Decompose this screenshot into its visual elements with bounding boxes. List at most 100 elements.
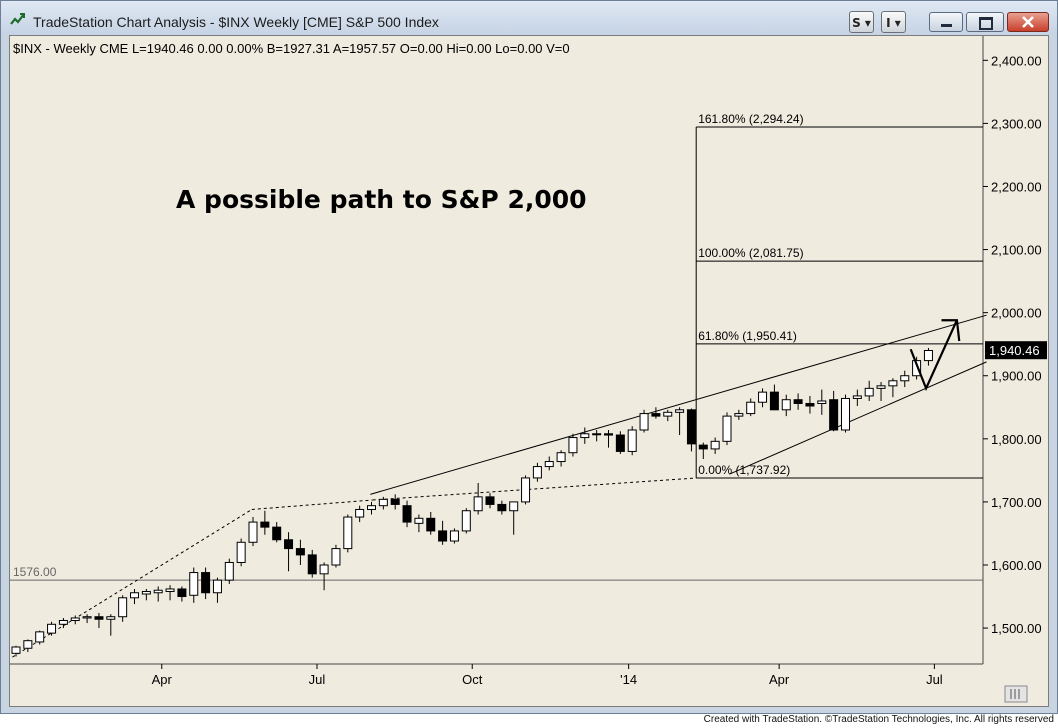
candle-body [367,505,376,510]
last-price-label: 1,940.46 [989,343,1040,358]
candle-body [212,579,222,594]
candle-body [260,521,270,528]
candle-body [236,541,246,563]
candle-body [592,433,602,436]
chart-area[interactable]: $INX - Weekly CME L=1940.46 0.00 0.00% B… [9,35,1049,707]
candle-body [485,496,495,505]
candle-body [58,620,68,625]
candle-body [165,588,175,592]
candle-body [438,530,448,542]
candle-body [615,434,625,452]
y-tick-label: 1,500.00 [991,621,1042,636]
symbol-status-text: $INX - Weekly CME L=1940.46 0.00 0.00% B… [13,41,570,56]
y-tick-label: 1,600.00 [991,558,1042,573]
candle-body [177,588,187,598]
candle-body [319,564,329,575]
dotted-trendline-rise [12,509,253,658]
candle-body [130,592,139,599]
candle-body [852,395,862,399]
candle-body [521,477,531,503]
candle-body [639,413,649,431]
candle-body [70,617,80,622]
time-axis-background [10,664,983,706]
y-tick-label: 2,400.00 [991,53,1042,68]
candle-body [923,350,933,362]
candle-body [532,466,542,479]
candle-body [331,548,341,566]
candle-body [402,505,412,523]
candle-body [426,517,436,532]
y-tick-label: 1,800.00 [991,432,1042,447]
candle-body [461,510,471,532]
candle-body [497,503,507,512]
fib-level-label: 100.00% (2,081.75) [698,246,803,260]
candle-body [604,433,613,436]
symbol-menu-label: S [852,16,861,30]
x-tick-label: Jul [926,672,943,687]
indicator-menu-button[interactable]: I ▾ [881,11,906,33]
candle-body [390,498,400,505]
support-line-label: 1576.00 [13,565,57,579]
minimize-icon [941,24,952,27]
minimize-button[interactable] [929,12,963,32]
fib-level-label: 161.80% (2,294.24) [698,112,803,126]
candle-body [568,437,578,454]
candle-body [224,561,234,581]
candle-body [544,461,554,468]
candle-body [698,444,708,450]
y-tick-label: 2,300.00 [991,116,1042,131]
close-button[interactable] [1007,12,1049,32]
x-tick-label: Apr [769,672,790,687]
candle-body [189,572,199,596]
candle-body [473,496,483,512]
close-icon [1022,16,1034,28]
candle-body [82,616,92,619]
x-tick-label: Oct [462,672,483,687]
y-tick-label: 2,100.00 [991,243,1042,258]
symbol-menu-button[interactable]: S ▾ [849,11,874,33]
candle-body [841,397,850,431]
candle-body [722,415,732,442]
candle-body [47,623,57,634]
lower-channel-line [729,361,987,475]
scroll-grip-box [1004,685,1028,703]
title-bar[interactable]: TradeStation Chart Analysis - $INX Weekl… [1,1,1057,35]
footer-credit: Created with TradeStation. ©TradeStation… [703,714,1054,725]
candle-body [710,440,720,450]
window-title: TradeStation Chart Analysis - $INX Weekl… [33,14,439,30]
maximize-icon [979,17,993,30]
tradestation-app-icon [10,13,25,25]
candle-body [248,521,258,543]
candlestick-chart[interactable]: $INX - Weekly CME L=1940.46 0.00 0.00% B… [10,36,1048,706]
indicator-menu-label: I [886,16,891,30]
candle-body [805,402,815,407]
candle-body [378,498,388,507]
candle-body [769,391,779,411]
candle-body [11,646,21,654]
projected-path-line [909,319,958,392]
candle-body [651,413,661,417]
dotted-trendline-flat [251,499,373,510]
upper-channel-line [370,314,987,495]
x-tick-label: Apr [152,672,173,687]
candle-body [817,400,827,404]
y-tick-label: 2,000.00 [991,306,1042,321]
fib-level-label: 0.00% (1,737.92) [698,463,790,477]
candle-body [758,391,768,403]
last-price-marker [985,341,1047,360]
candle-body [201,572,211,594]
maximize-button[interactable] [966,12,1004,32]
time-scroll-grip[interactable] [1004,685,1028,703]
candle-body [343,516,353,550]
candle-body [284,539,294,550]
candle-body [118,597,128,618]
candle-body [272,526,282,541]
candle-body [912,360,922,377]
candle-body [888,380,898,387]
fib-level-label: 61.80% (1,950.41) [698,329,797,343]
candle-body [153,589,163,594]
candle-body [675,409,685,413]
candle-body [449,530,459,542]
candle-body [355,508,365,518]
